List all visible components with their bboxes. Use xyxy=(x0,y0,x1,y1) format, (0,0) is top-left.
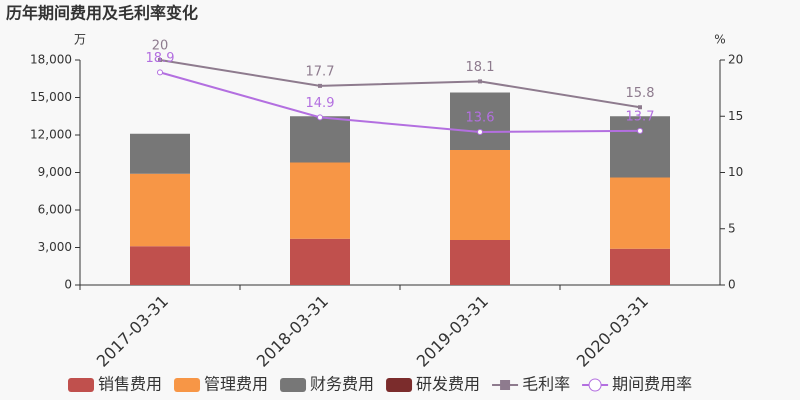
data-label: 18.9 xyxy=(146,51,175,66)
y2-unit: % xyxy=(714,33,725,47)
legend-swatch xyxy=(174,378,201,392)
y-tick-label: 18,000 xyxy=(30,53,72,67)
legend-swatch xyxy=(280,378,307,392)
data-label: 20 xyxy=(152,39,169,54)
bar xyxy=(450,92,510,150)
legend-label: 管理费用 xyxy=(204,375,268,394)
data-label: 18.1 xyxy=(466,60,495,75)
y-tick-label: 9,000 xyxy=(38,165,72,179)
data-label: 15.8 xyxy=(626,86,655,101)
y2-tick-label: 0 xyxy=(728,278,736,292)
y-tick-label: 6,000 xyxy=(38,203,72,217)
marker xyxy=(478,79,482,84)
y2-tick-label: 5 xyxy=(728,221,736,235)
y2-tick-label: 20 xyxy=(728,53,743,67)
y2-tick-label: 10 xyxy=(728,165,743,179)
x-tick-label: 2017-03-31 xyxy=(93,292,172,371)
marker xyxy=(318,83,322,88)
marker xyxy=(477,129,483,135)
line xyxy=(159,71,641,134)
bar xyxy=(450,150,510,240)
marker xyxy=(638,105,642,110)
data-label: 13.7 xyxy=(626,109,655,124)
bar xyxy=(130,246,190,285)
y-tick-label: 15,000 xyxy=(30,90,72,104)
chart-title: 历年期间费用及毛利率变化 xyxy=(6,4,198,23)
marker xyxy=(158,58,162,62)
legend-label: 销售费用 xyxy=(98,375,162,394)
y-tick-label: 3,000 xyxy=(38,240,72,254)
bar xyxy=(290,116,350,163)
marker xyxy=(637,127,643,134)
bar xyxy=(130,173,190,247)
data-label: 14.9 xyxy=(306,96,335,111)
y2-tick-label: 15 xyxy=(728,109,743,123)
bar xyxy=(290,238,350,285)
data-label: 17.7 xyxy=(306,64,335,79)
marker xyxy=(157,69,163,76)
bar xyxy=(610,248,670,285)
bar xyxy=(610,177,670,249)
marker xyxy=(317,114,323,121)
y-unit: 万 xyxy=(74,33,86,47)
y-tick-label: 0 xyxy=(64,278,72,292)
legend-label: 期间费用率 xyxy=(612,375,692,394)
bar xyxy=(610,116,670,178)
data-label: 13.6 xyxy=(466,111,495,126)
bar xyxy=(290,162,350,239)
legend-marker xyxy=(588,378,602,392)
legend-swatch xyxy=(386,378,413,392)
line xyxy=(159,59,641,109)
legend-label: 研发费用 xyxy=(416,375,480,394)
x-tick-label: 2020-03-31 xyxy=(573,292,652,371)
bar xyxy=(450,240,510,285)
x-tick-label: 2019-03-31 xyxy=(413,292,492,371)
y-tick-label: 12,000 xyxy=(30,128,72,142)
legend-marker xyxy=(500,380,511,390)
x-tick-label: 2018-03-31 xyxy=(253,292,332,371)
bar xyxy=(130,133,190,174)
legend-swatch xyxy=(68,378,94,392)
legend-label: 毛利率 xyxy=(522,375,570,394)
legend-label: 财务费用 xyxy=(310,375,374,394)
